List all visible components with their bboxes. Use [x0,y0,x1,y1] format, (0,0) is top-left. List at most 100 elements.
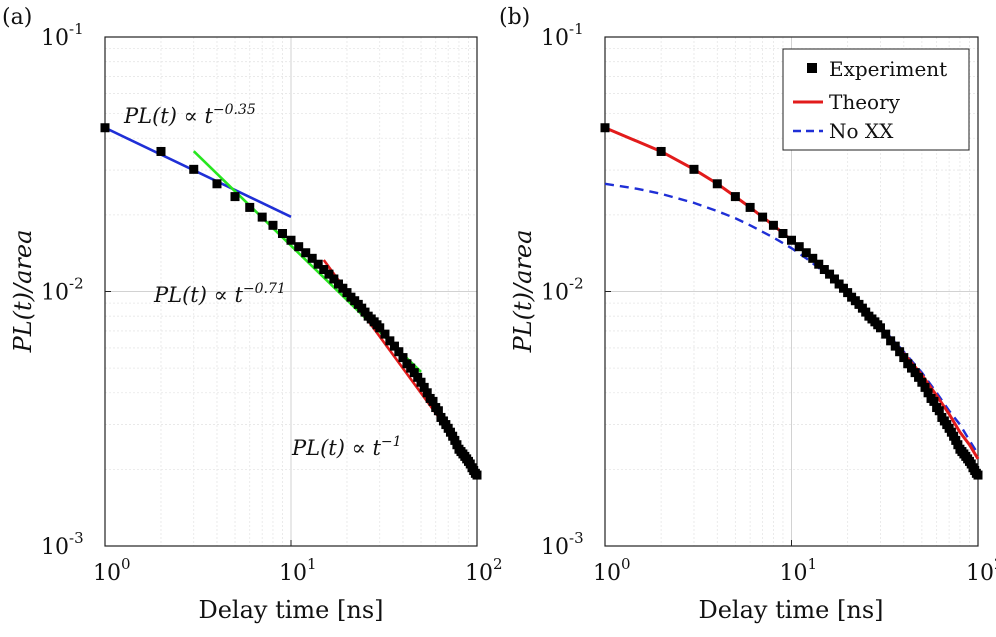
panel-a-experiment-point [413,372,423,382]
panel-a-experiment-point [189,164,199,174]
panel-a-experiment-point [277,229,287,239]
panel-a-experiment-point [100,123,110,133]
panel-b: (b) 100 101 102 10-3 10-2 10-1 Experiment The… [499,5,996,624]
panel-b-experiment-point [929,396,939,406]
panel-a-experiment-point [428,396,438,406]
panel-b-experiment-point [787,235,796,245]
panel-a-xlabel: Delay time [ns] [198,596,383,624]
panel-b-experiment-point [890,341,900,351]
panel-b-xtick-label: 102 [966,555,996,586]
panel-b-experiment-point [814,259,824,269]
panel-a-experiment-point [389,341,399,351]
panel-b-xlabel: Delay time [ns] [698,596,883,624]
panel-b-experiment-point [712,179,722,189]
legend: Experiment Theory No XX [782,48,970,151]
panel-a-experiment-point [324,269,334,279]
panel-a-experiment-point [301,248,311,258]
panel-a-experiment-point [433,406,443,416]
panel-b-ytick-label: 10-3 [541,529,584,560]
panel-a-experiment-point [313,259,323,269]
panel-b-experiment-point [656,146,666,156]
panel-a-ytick-label: 10-3 [41,529,84,560]
panel-a-experiment-point [375,323,385,333]
panel-b-label: (b) [499,5,530,30]
panel-b-experiment-point [920,382,930,392]
panel-a-experiment-point [385,336,395,346]
panel-a-experiment-point [380,329,390,339]
panel-b-ytick-label: 10-1 [541,20,584,51]
panel-b-experiment-point [886,336,896,346]
panel-a-experiment-point [307,253,317,263]
panel-b-experiment-point [973,470,983,480]
panel-b-experiment-points [600,123,983,480]
panel-a-experiment-point [212,179,222,189]
panel-b-experiment-point [923,388,933,398]
panel-a-experiment-point [394,347,404,357]
panel-a-xtick-label: 100 [93,555,131,586]
panel-b-experiment-point [829,274,839,284]
panel-b-experiment-point [910,368,920,378]
panel-a-experiment-point [406,363,416,373]
panel-b-experiment-point [907,363,917,373]
panel-a-experiment-points [100,123,482,480]
panel-a-experiment-point [245,202,255,212]
panel-b-xtick-label: 101 [780,555,818,586]
panel-b-experiment-point [730,192,740,202]
legend-label-no-xx: No XX [829,119,894,143]
panel-a-ytick-label: 10-2 [41,275,84,306]
panel-a-xtick-label: 101 [279,555,317,586]
panel-b-xtick-label: 100 [593,555,631,586]
legend-label-experiment: Experiment [829,57,947,81]
annotation-exp-071: PL(t) ∝ t−0.71 [153,281,286,307]
panel-b-experiment-point [689,164,699,174]
annotation-exp-1: PL(t) ∝ t−1 [291,434,402,460]
panel-b-experiment-point [794,242,804,252]
panel-b-experiment-point [745,202,755,212]
panel-a-experiment-point [422,388,432,398]
panel-a-experiment-point [156,146,166,156]
panel-a-experiment-point [230,192,240,202]
panel-b-experiment-point [934,406,944,416]
panel-b-experiment-point [825,269,835,279]
panel-a-ticks: 100 101 102 10-3 10-2 10-1 [41,20,503,586]
panel-b-experiment-point [778,229,788,239]
panel-a-experiment-point [409,368,419,378]
panel-a-experiment-point [472,470,482,480]
panel-a-experiment-point [342,288,352,298]
panel-b-ylabel: PL(t)/area [509,230,537,354]
panel-a-experiment-point [398,353,408,363]
panel-b-experiment-point [843,288,853,298]
panel-b-ticks: 100 101 102 10-3 10-2 10-1 [541,20,996,586]
panel-b-experiment-point [600,123,610,133]
panel-b-experiment-point [895,347,905,357]
panel-a-experiment-point [452,440,462,450]
panel-a-experiment-point [268,220,278,230]
panel-a-experiment-point [419,382,429,392]
panel-a-label: (a) [2,5,32,30]
panel-a-experiment-point [286,235,296,245]
panel-a: (a) 100 101 102 10-3 10-2 10-1 PL(t) ∝ t−0.35… [2,5,503,624]
panel-a-ytick-label: 10-1 [41,20,84,51]
panel-b-experiment-point [808,253,818,263]
panel-a-ylabel: PL(t)/area [9,230,37,354]
panel-b-experiment-point [758,212,768,222]
panel-a-xtick-label: 102 [465,555,503,586]
panel-b-experiment-point [875,323,885,333]
panel-b-experiment-point [881,329,891,339]
panel-b-experiment-point [819,265,829,275]
panel-b-experiment-point [914,372,924,382]
panel-b-ytick-label: 10-2 [541,275,584,306]
panel-b-experiment-point [768,220,778,230]
panel-a-experiment-point [329,274,339,284]
panel-a-experiment-point [319,265,329,275]
panel-b-experiment-point [917,377,927,387]
legend-label-theory: Theory [829,90,901,114]
panel-b-experiment-point [899,353,909,363]
panel-a-experiment-point [257,212,267,222]
panel-a-experiment-point [294,242,304,252]
panel-a-experiment-point [416,377,426,387]
legend-marker-experiment [807,63,817,73]
annotation-exp-035: PL(t) ∝ t−0.35 [123,102,256,128]
